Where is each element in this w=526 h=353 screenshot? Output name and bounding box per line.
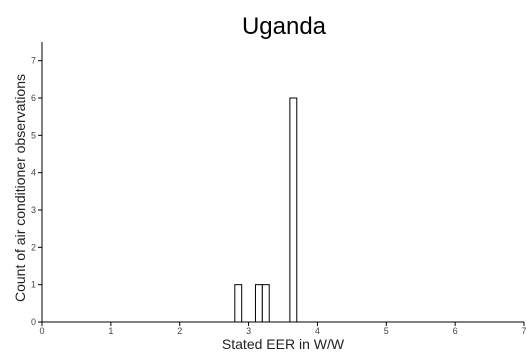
y-tick-label: 2: [31, 242, 36, 252]
bars: [234, 97, 298, 323]
x-tick-label: 7: [521, 326, 526, 336]
x-tick-label: 2: [177, 326, 182, 336]
histogram-bar: [234, 284, 243, 323]
y-axis: 0 1 2 3 4 5 6 7: [31, 56, 42, 327]
y-tick-label: 6: [31, 93, 36, 103]
y-tick-label: 3: [31, 205, 36, 215]
y-tick-label: 5: [31, 130, 36, 140]
y-tick-label: 7: [31, 56, 36, 66]
x-tick-label: 0: [39, 326, 44, 336]
x-tick-label: 5: [384, 326, 389, 336]
x-tick-label: 6: [453, 326, 458, 336]
x-axis: 0 1 2 3 4 5 6 7: [39, 322, 526, 336]
x-tick-label: 3: [246, 326, 251, 336]
x-tick-label: 4: [315, 326, 320, 336]
histogram-bar: [289, 97, 298, 323]
x-axis-label: Stated EER in W/W: [222, 336, 345, 352]
histogram-bar: [261, 284, 270, 323]
x-tick-label: 1: [108, 326, 113, 336]
y-tick-label: 0: [31, 317, 36, 327]
y-tick-label: 1: [31, 280, 36, 290]
y-axis-label: Count of air conditioner observations: [12, 74, 28, 302]
histogram-bar: [254, 284, 263, 323]
y-tick-label: 4: [31, 168, 36, 178]
chart-title: Uganda: [242, 13, 327, 40]
